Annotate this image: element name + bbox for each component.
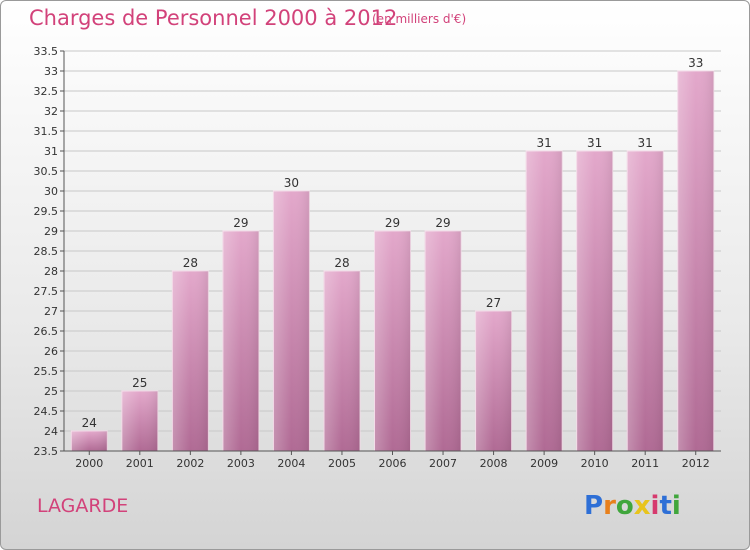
x-tick-label: 2007 bbox=[429, 457, 457, 470]
x-tick-label: 2000 bbox=[75, 457, 103, 470]
x-tick-label: 2008 bbox=[480, 457, 508, 470]
y-tick-label: 27.5 bbox=[34, 285, 59, 298]
data-label: 28 bbox=[334, 256, 349, 270]
logo-letter: P bbox=[584, 491, 604, 521]
bar-2006 bbox=[374, 230, 411, 452]
data-label: 28 bbox=[183, 256, 198, 270]
logo-letter: i bbox=[671, 491, 681, 521]
logo-letter: x bbox=[633, 491, 651, 521]
y-tick-label: 25 bbox=[44, 385, 58, 398]
y-tick-label: 26 bbox=[44, 345, 58, 358]
proxiti-logo[interactable]: Proxiti bbox=[584, 491, 681, 521]
x-tick-label: 2009 bbox=[530, 457, 558, 470]
x-axis: 2000 2001 2002 2003 2004 2005 2006 2007 2008 2009… bbox=[64, 450, 721, 470]
data-label: 31 bbox=[638, 136, 653, 150]
y-tick-label: 33 bbox=[44, 65, 58, 78]
data-label: 27 bbox=[486, 296, 501, 310]
logo-letter: r bbox=[603, 491, 616, 521]
bar-shade bbox=[172, 271, 209, 451]
bar-2000 bbox=[70, 430, 108, 452]
bar-shade bbox=[121, 391, 158, 451]
bar-2004 bbox=[272, 190, 310, 452]
x-tick-label: 2004 bbox=[277, 457, 305, 470]
y-tick-label: 30 bbox=[44, 185, 58, 198]
data-label: 29 bbox=[233, 216, 248, 230]
logo-letter: o bbox=[615, 491, 634, 521]
bar-shade bbox=[273, 191, 310, 451]
chart-subtitle: (en milliers d'€) bbox=[372, 12, 467, 26]
y-tick-label: 29 bbox=[44, 225, 58, 238]
x-tick-label: 2003 bbox=[227, 457, 255, 470]
data-label: 25 bbox=[132, 376, 147, 390]
x-tick-label: 2005 bbox=[328, 457, 356, 470]
x-tick-label: 2010 bbox=[581, 457, 609, 470]
data-label: 31 bbox=[536, 136, 551, 150]
bar-2012 bbox=[677, 70, 715, 452]
data-label: 30 bbox=[284, 176, 299, 190]
logo-letter: t bbox=[659, 491, 672, 521]
data-label: 29 bbox=[435, 216, 450, 230]
y-tick-label: 26.5 bbox=[34, 325, 59, 338]
bar-2007 bbox=[424, 230, 462, 452]
y-tick-label: 27 bbox=[44, 305, 58, 318]
y-tick-label: 31.5 bbox=[34, 125, 59, 138]
bar-2001 bbox=[121, 390, 159, 452]
y-tick-label: 30.5 bbox=[34, 165, 59, 178]
y-axis: 23.5 24 24.5 25 25.5 26 26.5 27 27.5 28 28.5 29 29.5… bbox=[34, 45, 65, 458]
bar-shade bbox=[526, 151, 563, 451]
y-tick-label: 29.5 bbox=[34, 205, 59, 218]
y-tick-label: 28.5 bbox=[34, 245, 59, 258]
x-tick-label: 2012 bbox=[682, 457, 710, 470]
bar-shade bbox=[627, 151, 664, 451]
data-label: 33 bbox=[688, 56, 703, 70]
y-tick-label: 23.5 bbox=[34, 445, 59, 458]
data-label: 29 bbox=[385, 216, 400, 230]
y-tick-label: 24 bbox=[44, 425, 58, 438]
y-tick-label: 33.5 bbox=[34, 45, 59, 58]
bar-shade bbox=[425, 231, 462, 451]
bar-2010 bbox=[576, 150, 614, 452]
x-tick-label: 2011 bbox=[631, 457, 659, 470]
y-tick-label: 32.5 bbox=[34, 85, 59, 98]
bars: 24 25 28 29 30 28 29 29 27 31 31 31 33 bbox=[70, 56, 715, 452]
y-tick-label: 31 bbox=[44, 145, 58, 158]
bar-2009 bbox=[525, 150, 563, 452]
x-tick-label: 2001 bbox=[126, 457, 154, 470]
bar-shade bbox=[475, 311, 512, 451]
chart-title: Charges de Personnel 2000 à 2012 bbox=[29, 6, 398, 30]
y-tick-label: 25.5 bbox=[34, 365, 59, 378]
data-label: 31 bbox=[587, 136, 602, 150]
bar-2002 bbox=[171, 270, 209, 452]
bar-2005 bbox=[323, 270, 361, 452]
y-tick-label: 28 bbox=[44, 265, 58, 278]
town-name: LAGARDE bbox=[37, 495, 129, 517]
bar-2011 bbox=[626, 150, 664, 452]
x-tick-label: 2002 bbox=[176, 457, 204, 470]
y-tick-label: 24.5 bbox=[34, 405, 59, 418]
bar-2003 bbox=[222, 230, 260, 452]
bar-shade bbox=[323, 271, 360, 451]
bar-shade bbox=[222, 231, 259, 451]
bar-shade bbox=[71, 431, 108, 451]
y-tick-label: 32 bbox=[44, 105, 58, 118]
x-tick-label: 2006 bbox=[379, 457, 407, 470]
bar-shade bbox=[576, 151, 613, 451]
bar-shade bbox=[374, 231, 411, 451]
data-label: 24 bbox=[82, 416, 97, 430]
bar-2008 bbox=[475, 310, 513, 452]
bar-shade bbox=[677, 71, 714, 451]
logo-letter: i bbox=[650, 491, 660, 521]
